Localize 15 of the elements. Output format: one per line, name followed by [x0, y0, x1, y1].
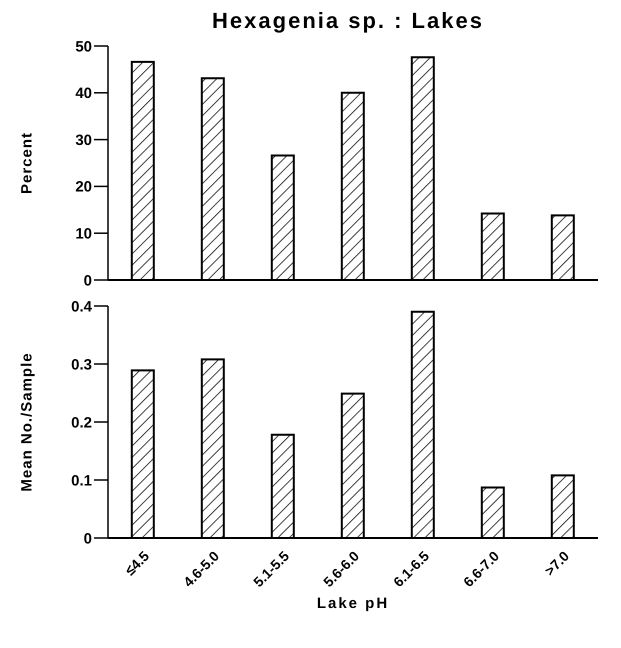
y-tick-label: 0.1 [71, 472, 92, 490]
y-tick-label: 0 [84, 272, 92, 290]
y-tick-label: 20 [75, 178, 92, 196]
y-tick-label: 0.3 [71, 356, 92, 374]
y-tick-label: 0.2 [71, 414, 92, 432]
y-axis-title: Mean No./Sample [18, 352, 36, 492]
y-axis-title: Percent [18, 132, 36, 194]
chart-title: Hexagenia sp. : Lakes [211, 8, 485, 34]
x-axis-title: Lake pH [316, 595, 390, 612]
y-tick-label: 0 [84, 530, 92, 548]
y-tick-label: 30 [75, 132, 92, 149]
y-tick-label: 10 [75, 226, 92, 243]
y-tick-label: 40 [75, 85, 92, 102]
y-tick-label: 0.4 [71, 298, 93, 316]
y-tick-label: 50 [75, 38, 92, 56]
